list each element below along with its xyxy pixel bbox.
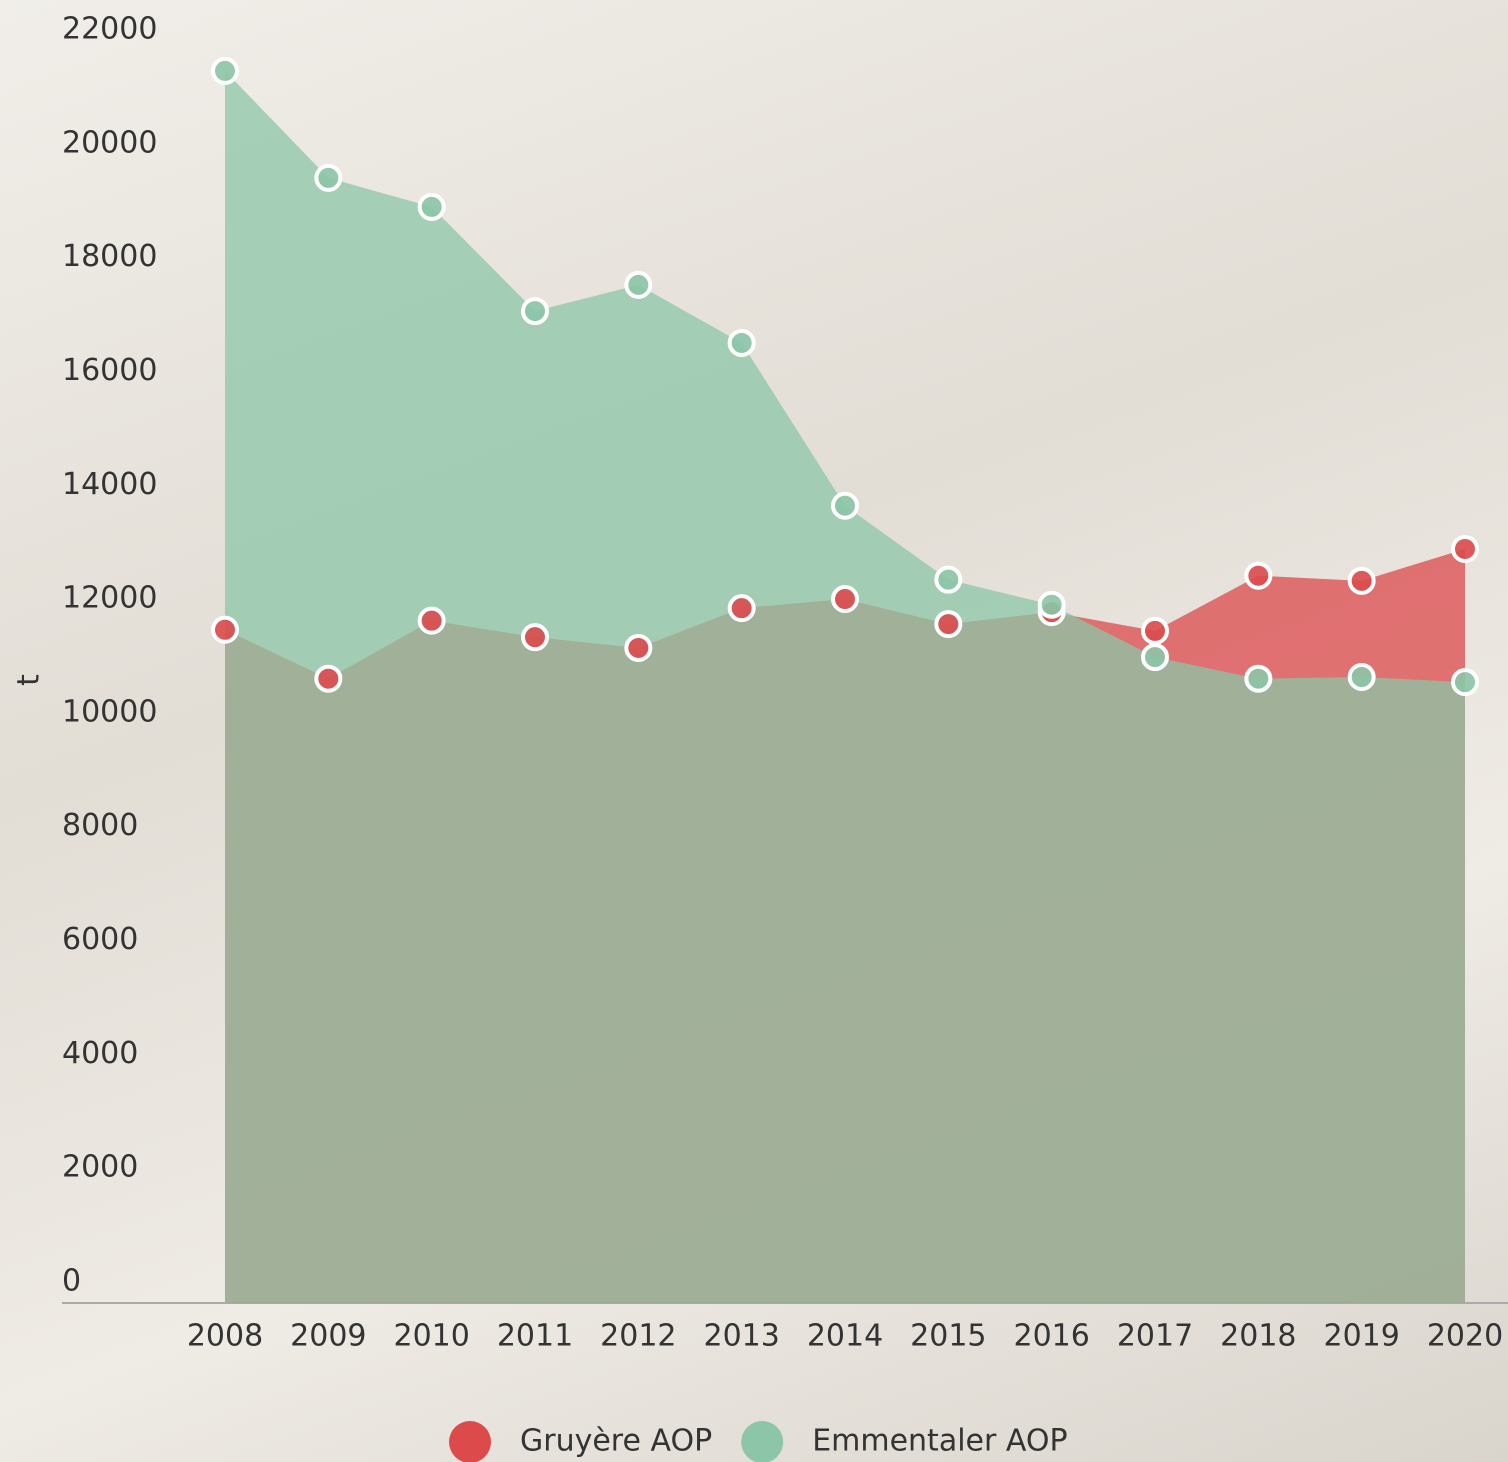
y-tick-label: 10000 — [62, 694, 157, 729]
y-tick-label: 18000 — [62, 239, 157, 274]
point — [730, 596, 754, 620]
point — [523, 299, 547, 323]
point — [1350, 665, 1374, 689]
x-tick-label: 2010 — [393, 1319, 469, 1354]
y-tick-label: 22000 — [62, 12, 157, 47]
y-tick-label: 20000 — [62, 125, 157, 160]
y-tick-label: 0 — [62, 1264, 81, 1299]
legend-marker — [449, 1421, 491, 1462]
area — [225, 71, 1465, 1303]
point — [1143, 619, 1167, 643]
point — [626, 273, 650, 297]
x-tick-label: 2009 — [290, 1319, 366, 1354]
y-tick-label: 14000 — [62, 467, 157, 502]
legend-marker — [741, 1421, 783, 1462]
point — [730, 331, 754, 355]
point — [833, 494, 857, 518]
point — [420, 195, 444, 219]
page: t 0 2000 4000 6000 8000 10000 12000 14000 16000 1… — [0, 0, 1508, 1462]
point — [1143, 645, 1167, 669]
x-tick-label: 2013 — [703, 1319, 779, 1354]
y-tick-label: 4000 — [62, 1036, 138, 1071]
y-tick-label: 6000 — [62, 922, 138, 957]
point — [316, 166, 340, 190]
point — [1040, 593, 1064, 617]
x-tick-label: 2015 — [910, 1319, 986, 1354]
point — [213, 618, 237, 642]
x-tick-label: 2017 — [1117, 1319, 1193, 1354]
legend-label: Emmentaler AOP — [812, 1424, 1067, 1459]
point — [213, 59, 237, 83]
point — [626, 636, 650, 660]
point — [936, 612, 960, 636]
y-axis-label: t — [12, 674, 47, 686]
x-tick-label: 2016 — [1013, 1319, 1089, 1354]
x-tick-label: 2018 — [1220, 1319, 1296, 1354]
point — [1453, 670, 1477, 694]
x-tick-label: 2020 — [1427, 1319, 1503, 1354]
x-tick-label: 2014 — [807, 1319, 883, 1354]
point — [833, 587, 857, 611]
y-tick-label: 2000 — [62, 1150, 138, 1185]
y-tick-label: 12000 — [62, 581, 157, 616]
point — [1246, 667, 1270, 691]
x-tick-label: 2008 — [187, 1319, 263, 1354]
point — [316, 667, 340, 691]
x-tick-label: 2011 — [497, 1319, 573, 1354]
point — [420, 609, 444, 633]
point — [523, 625, 547, 649]
y-tick-label: 16000 — [62, 353, 157, 388]
legend-label: Gruyère AOP — [520, 1424, 712, 1459]
point — [936, 568, 960, 592]
x-tick-label: 2012 — [600, 1319, 676, 1354]
point — [1246, 564, 1270, 588]
chart: t 0 2000 4000 6000 8000 10000 12000 14000 16000 1… — [0, 0, 1508, 1462]
point — [1350, 569, 1374, 593]
point — [1453, 537, 1477, 561]
x-tick-label: 2019 — [1323, 1319, 1399, 1354]
y-tick-label: 8000 — [62, 808, 138, 843]
